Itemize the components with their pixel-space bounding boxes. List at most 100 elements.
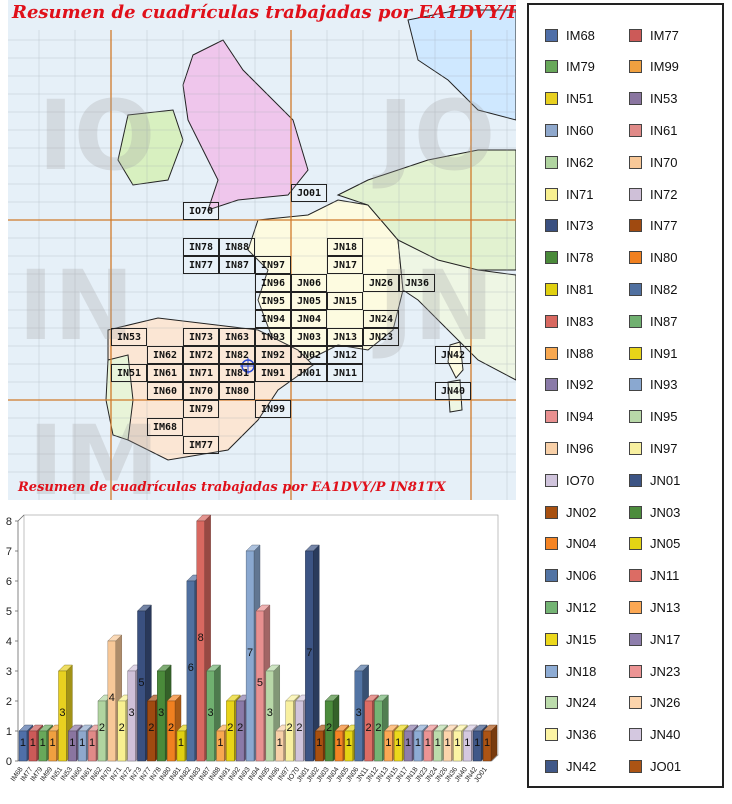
bar-value-label: 4 [109, 692, 115, 704]
bar-value-label: 1 [316, 737, 322, 749]
bar-value-label: 1 [79, 737, 85, 749]
bar [265, 670, 274, 762]
legend-swatch [629, 346, 642, 360]
y-tick-label: 7 [6, 546, 12, 558]
bar-chart: 0123456781IM681IM771IM791IM993IN511IN531… [6, 514, 499, 784]
legend-label: IM79 [566, 59, 595, 75]
legend-item: IN91 [629, 345, 677, 361]
legend-label: IN97 [650, 440, 678, 456]
bar-value-label: 2 [287, 722, 293, 734]
bar-value-label: 2 [366, 722, 372, 734]
legend-item: IN51 [545, 91, 593, 107]
watermark-im: IM [28, 405, 160, 500]
legend-item: IN72 [629, 186, 677, 202]
grid-cell: JN04 [291, 310, 327, 328]
bar [433, 730, 442, 762]
legend-swatch [545, 505, 558, 519]
grid-cell: JN40 [435, 382, 471, 400]
legend-label: JN17 [650, 631, 681, 647]
legend-item: IO70 [545, 472, 594, 488]
legend-label: IN94 [566, 409, 594, 425]
map-title: Resumen de cuadrículas trabajadas por EA… [12, 2, 516, 23]
legend-swatch [629, 696, 642, 710]
legend-item: IM99 [629, 59, 679, 75]
bar-value-label: 6 [188, 662, 194, 674]
legend-item: JN04 [545, 536, 596, 552]
legend-item: IN96 [545, 440, 593, 456]
bar-value-label: 1 [474, 737, 480, 749]
grid-cell: IN96 [255, 274, 291, 292]
legend-label: IN61 [650, 122, 678, 138]
legend-swatch [629, 92, 642, 106]
legend-label: IM99 [650, 59, 679, 75]
grid-cell: IN70 [183, 382, 219, 400]
grid-cell: IM77 [183, 436, 219, 454]
bar [216, 730, 225, 762]
grid-cell: IN95 [255, 292, 291, 310]
legend-label: JN02 [566, 504, 597, 520]
legend-swatch [545, 92, 558, 106]
bar [384, 730, 393, 762]
legend-label: IN93 [650, 377, 678, 393]
bar-value-label: 2 [99, 722, 105, 734]
bar [354, 670, 363, 762]
grid-cell: JN26 [363, 274, 399, 292]
y-tick-label: 1 [6, 726, 12, 738]
legend-label: IN53 [650, 91, 678, 107]
legend-label: JN18 [566, 663, 597, 679]
legend-item: IN60 [545, 122, 593, 138]
y-tick-label: 2 [6, 696, 12, 708]
legend-swatch [629, 219, 642, 233]
bar [28, 730, 37, 762]
bar [137, 610, 146, 762]
legend-swatch [545, 219, 558, 233]
watermark-io: IO [38, 80, 156, 192]
bar-value-label: 1 [346, 737, 352, 749]
grid-cell: IN62 [147, 346, 183, 364]
legend-label: JO01 [650, 758, 682, 774]
grid-cell: JO01 [291, 184, 327, 202]
legend-item: IN53 [629, 91, 677, 107]
legend-label: IN70 [650, 154, 678, 170]
legend-item: IN77 [629, 218, 677, 234]
legend-item: JN12 [545, 599, 596, 615]
watermark-jo: JO [378, 80, 496, 192]
grid-cell: IN88 [219, 238, 255, 256]
legend-swatch [629, 473, 642, 487]
bar-value-label: 1 [415, 737, 421, 749]
grid-cell: IN82 [219, 346, 255, 364]
grid-cell: JN18 [327, 238, 363, 256]
bar [157, 670, 166, 762]
legend-label: IN77 [650, 218, 678, 234]
bar [48, 730, 57, 762]
legend-item: JN42 [545, 758, 596, 774]
legend-item: JO01 [629, 758, 681, 774]
bar [176, 730, 186, 762]
legend-label: IN96 [566, 440, 594, 456]
legend-swatch [545, 60, 558, 74]
bar [285, 700, 294, 762]
bar [78, 730, 87, 762]
legend-swatch [629, 60, 642, 74]
legend-label: IN83 [566, 313, 594, 329]
legend-swatch [545, 378, 558, 392]
legend-swatch [629, 282, 642, 296]
legend-label: JN42 [566, 758, 597, 774]
legend-item: IN62 [545, 154, 593, 170]
legend-swatch [629, 155, 642, 169]
bar [245, 550, 255, 762]
legend-swatch [545, 600, 558, 614]
bar [68, 730, 77, 762]
legend-label: JN03 [650, 504, 681, 520]
legend-label: IM68 [566, 27, 595, 43]
grid-cell: IN78 [183, 238, 219, 256]
bar-value-label: 2 [237, 722, 243, 734]
grid-cell: IN77 [183, 256, 219, 274]
bar [324, 700, 334, 762]
bar-value-label: 1 [464, 737, 470, 749]
bar [394, 730, 403, 762]
bar-value-label: 1 [395, 737, 401, 749]
bar [236, 700, 245, 762]
grid-map: IO JO IN JN IM JO01 IO70 IN78 IN88 JN18 … [8, 0, 516, 500]
legend-swatch [545, 473, 558, 487]
